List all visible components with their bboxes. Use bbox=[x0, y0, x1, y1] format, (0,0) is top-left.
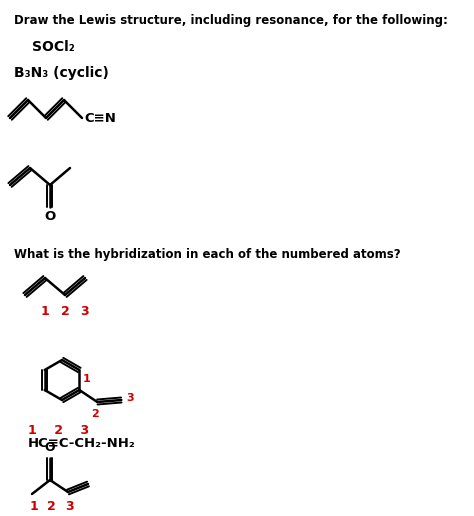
Text: 1: 1 bbox=[29, 500, 38, 513]
Text: 1    2    3: 1 2 3 bbox=[28, 424, 89, 437]
Text: 3: 3 bbox=[66, 500, 74, 513]
Text: C≡N: C≡N bbox=[84, 112, 116, 125]
Text: O: O bbox=[45, 441, 55, 454]
Text: What is the hybridization in each of the numbered atoms?: What is the hybridization in each of the… bbox=[14, 248, 401, 261]
Text: 3: 3 bbox=[81, 305, 89, 318]
Text: O: O bbox=[45, 210, 55, 223]
Text: 1: 1 bbox=[82, 374, 90, 384]
Text: Draw the Lewis structure, including resonance, for the following:: Draw the Lewis structure, including reso… bbox=[14, 14, 448, 27]
Text: B₃N₃ (cyclic): B₃N₃ (cyclic) bbox=[14, 66, 109, 80]
Text: 2: 2 bbox=[61, 305, 69, 318]
Text: HC≡C-CH₂-NH₂: HC≡C-CH₂-NH₂ bbox=[28, 437, 136, 450]
Text: SOCl₂: SOCl₂ bbox=[32, 40, 75, 54]
Text: 3: 3 bbox=[126, 393, 134, 403]
Text: 2: 2 bbox=[91, 409, 99, 419]
Text: 2: 2 bbox=[46, 500, 55, 513]
Text: 1: 1 bbox=[41, 305, 49, 318]
